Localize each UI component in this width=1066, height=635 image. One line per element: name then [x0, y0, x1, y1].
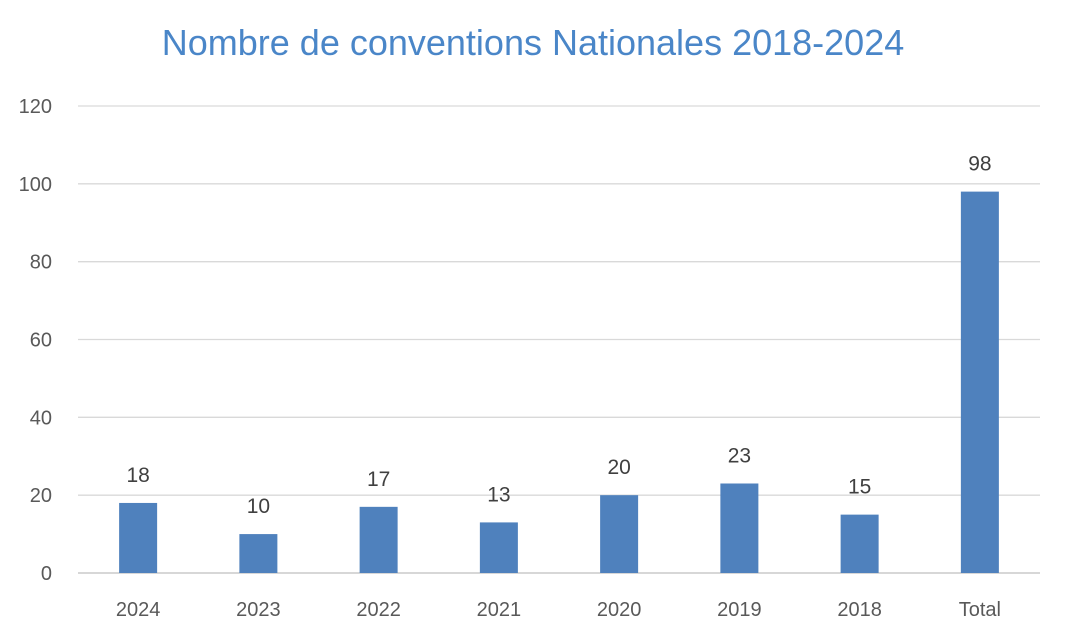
y-tick-label: 80: [30, 252, 52, 274]
data-label: 17: [367, 468, 390, 491]
gridlines: [78, 105, 1040, 574]
bar-2023: [239, 534, 278, 573]
bar-2020: [600, 495, 639, 573]
bars: [119, 191, 999, 573]
bar-total: [960, 191, 999, 573]
data-label: 98: [968, 153, 991, 176]
x-tick-label: 2024: [116, 599, 161, 621]
data-label: 20: [607, 456, 630, 479]
x-tick-label: 2020: [597, 599, 642, 621]
chart-title: Nombre de conventions Nationales 2018-20…: [161, 22, 905, 63]
data-label: 18: [126, 464, 149, 487]
x-tick-label: 2018: [837, 599, 882, 621]
bar-2024: [119, 502, 158, 573]
y-tick-label: 60: [30, 330, 52, 352]
x-tick-label: Total: [959, 599, 1001, 621]
x-tick-label: 2023: [236, 599, 281, 621]
data-label: 10: [247, 495, 270, 518]
data-label: 15: [848, 476, 871, 499]
bar-2022: [359, 506, 398, 573]
bar-2019: [720, 483, 759, 573]
x-tick-label: 2021: [477, 599, 522, 621]
data-labels: 18 10 17 13 20 23 15 98: [126, 153, 991, 518]
y-tick-label: 20: [30, 485, 52, 507]
x-tick-label: 2022: [356, 599, 401, 621]
data-label: 13: [487, 483, 510, 506]
y-axis-ticks: 0 20 40 60 80 100 120: [19, 96, 52, 585]
x-tick-label: 2019: [717, 599, 762, 621]
y-tick-label: 120: [19, 96, 52, 118]
y-tick-label: 100: [19, 174, 52, 196]
x-axis-ticks: 2024 2023 2022 2021 2020 2019 2018 Total: [116, 599, 1001, 621]
data-label: 23: [728, 444, 751, 467]
y-tick-label: 40: [30, 407, 52, 429]
bar-2018: [840, 514, 879, 573]
y-tick-label: 0: [41, 563, 52, 585]
bar-2021: [479, 522, 518, 573]
